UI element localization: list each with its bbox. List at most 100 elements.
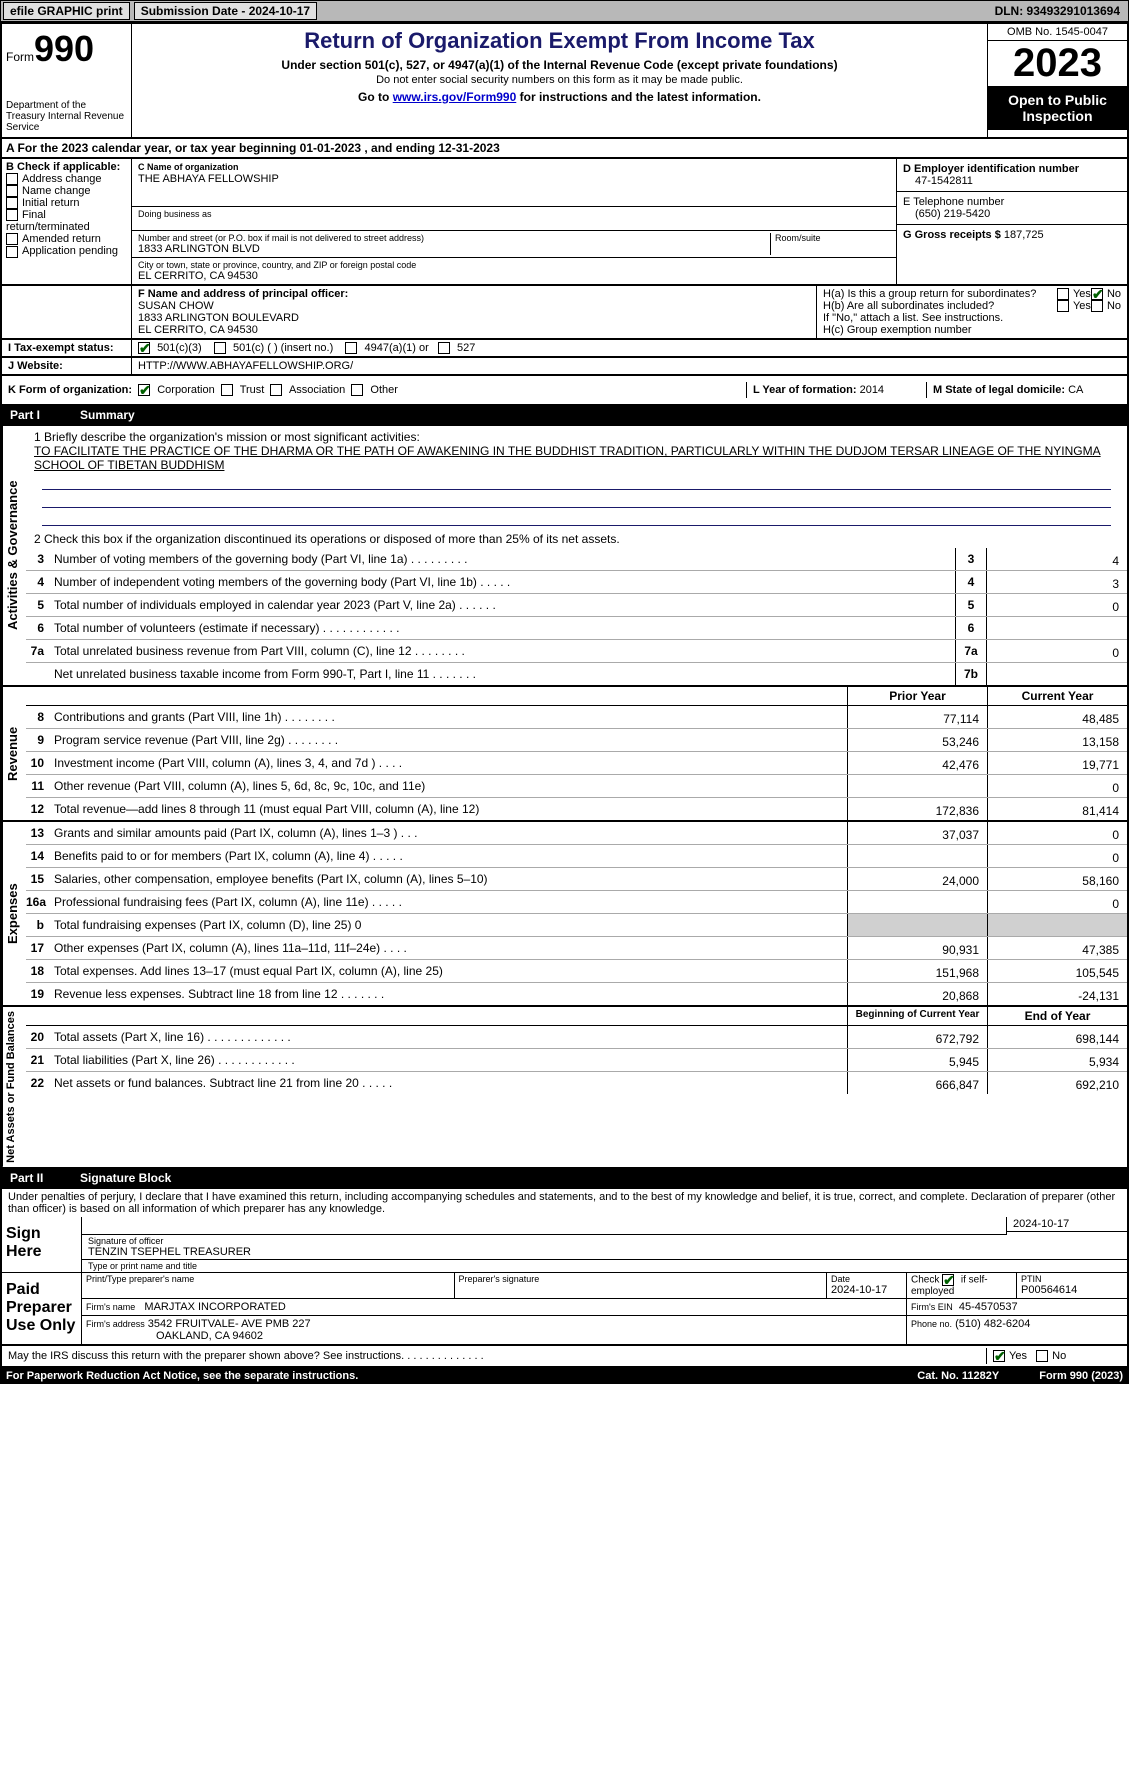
other-checkbox[interactable]	[351, 384, 363, 396]
top-toolbar: efile GRAPHIC print Submission Date - 20…	[0, 0, 1129, 22]
side-label-governance: Activities & Governance	[2, 426, 26, 685]
assoc-checkbox[interactable]	[270, 384, 282, 396]
page-footer: For Paperwork Reduction Act Notice, see …	[0, 1368, 1129, 1384]
mission-text: TO FACILITATE THE PRACTICE OF THE DHARMA…	[34, 444, 1119, 472]
current-year-value: 0	[987, 845, 1127, 867]
current-year-value: -24,131	[987, 983, 1127, 1005]
gross-receipts: 187,725	[1004, 229, 1044, 241]
summary-row: 10Investment income (Part VIII, column (…	[26, 752, 1127, 775]
return-subtitle: Under section 501(c), 527, or 4947(a)(1)…	[140, 58, 979, 72]
efile-print-button[interactable]: efile GRAPHIC print	[3, 2, 130, 20]
return-title: Return of Organization Exempt From Incom…	[140, 28, 979, 54]
hb-yes-checkbox[interactable]	[1057, 300, 1069, 312]
org-street: 1833 ARLINGTON BLVD	[138, 243, 770, 255]
trust-checkbox[interactable]	[221, 384, 233, 396]
boxb-option-checkbox[interactable]	[6, 185, 18, 197]
state-domicile: CA	[1068, 384, 1083, 396]
summary-row: 22Net assets or fund balances. Subtract …	[26, 1072, 1127, 1094]
corp-checkbox[interactable]	[138, 384, 150, 396]
current-year-value: 692,210	[987, 1072, 1127, 1094]
prior-year-header: Prior Year	[847, 687, 987, 705]
current-year-value: 0	[987, 775, 1127, 797]
summary-row: 14Benefits paid to or for members (Part …	[26, 845, 1127, 868]
current-year-header: Current Year	[987, 687, 1127, 705]
dln-label: DLN: 93493291013694	[995, 4, 1128, 18]
current-year-value: 5,934	[987, 1049, 1127, 1071]
self-employed-checkbox[interactable]	[942, 1274, 954, 1286]
perjury-statement: Under penalties of perjury, I declare th…	[0, 1189, 1129, 1217]
summary-row: 6Total number of volunteers (estimate if…	[26, 617, 1127, 640]
open-to-public: Open to Public Inspection	[988, 86, 1127, 130]
boxb-option-checkbox[interactable]	[6, 233, 18, 245]
omb-number: OMB No. 1545-0047	[988, 24, 1127, 41]
website-value: HTTP://WWW.ABHAYAFELLOWSHIP.ORG/	[132, 358, 1127, 374]
prior-year-value: 5,945	[847, 1049, 987, 1071]
summary-value: 0	[987, 640, 1127, 662]
discuss-no-checkbox[interactable]	[1036, 1350, 1048, 1362]
boxb-option-checkbox[interactable]	[6, 173, 18, 185]
signature-block: Sign Here 2024-10-17 Signature of office…	[0, 1217, 1129, 1346]
officer-name: SUSAN CHOW	[138, 300, 810, 312]
summary-row: 20Total assets (Part X, line 16) . . . .…	[26, 1026, 1127, 1049]
summary-row: 19Revenue less expenses. Subtract line 1…	[26, 983, 1127, 1005]
row-f-h: F Name and address of principal officer:…	[0, 286, 1129, 340]
summary-row: 4Number of independent voting members of…	[26, 571, 1127, 594]
summary-row: 18Total expenses. Add lines 13–17 (must …	[26, 960, 1127, 983]
summary-value	[987, 617, 1127, 639]
summary-value: 0	[987, 594, 1127, 616]
submission-date-button[interactable]: Submission Date - 2024-10-17	[134, 2, 317, 20]
form-word: Form	[6, 50, 34, 64]
summary-row: bTotal fundraising expenses (Part IX, co…	[26, 914, 1127, 937]
summary-row: 3Number of voting members of the governi…	[26, 548, 1127, 571]
irs-form990-link[interactable]: www.irs.gov/Form990	[393, 90, 517, 104]
dept-treasury: Department of the Treasury Internal Reve…	[6, 100, 127, 133]
prior-year-value: 90,931	[847, 937, 987, 959]
current-year-value: 0	[987, 822, 1127, 844]
current-year-value: 81,414	[987, 798, 1127, 820]
527-checkbox[interactable]	[438, 342, 450, 354]
prior-year-value: 37,037	[847, 822, 987, 844]
officer-signature-name: TENZIN TSEPHEL TREASURER	[88, 1246, 1121, 1258]
phone-value: (650) 219-5420	[903, 208, 1121, 220]
sign-here-label: Sign Here	[2, 1217, 82, 1272]
org-name: THE ABHAYA FELLOWSHIP	[138, 173, 890, 185]
part-ii-header: Part II Signature Block	[0, 1169, 1129, 1189]
boxb-option-checkbox[interactable]	[6, 197, 18, 209]
501c-checkbox[interactable]	[214, 342, 226, 354]
prior-year-value	[847, 845, 987, 867]
side-label-expenses: Expenses	[2, 822, 26, 1005]
current-year-value: 0	[987, 891, 1127, 913]
header-info-grid: B Check if applicable: Address changeNam…	[0, 159, 1129, 286]
discuss-yes-checkbox[interactable]	[993, 1350, 1005, 1362]
prior-year-value: 666,847	[847, 1072, 987, 1094]
summary-row: 16aProfessional fundraising fees (Part I…	[26, 891, 1127, 914]
boxb-option-checkbox[interactable]	[6, 209, 18, 221]
prior-year-value	[847, 914, 987, 936]
summary-row: 9Program service revenue (Part VIII, lin…	[26, 729, 1127, 752]
boxb-option-checkbox[interactable]	[6, 246, 18, 258]
hb-no-checkbox[interactable]	[1091, 300, 1103, 312]
ssn-warning: Do not enter social security numbers on …	[140, 74, 979, 86]
end-year-header: End of Year	[987, 1007, 1127, 1025]
summary-row: Net unrelated business taxable income fr…	[26, 663, 1127, 685]
net-assets-section: Net Assets or Fund Balances Beginning of…	[0, 1007, 1129, 1169]
ha-yes-checkbox[interactable]	[1057, 288, 1069, 300]
summary-row: 21Total liabilities (Part X, line 26) . …	[26, 1049, 1127, 1072]
summary-row: 8Contributions and grants (Part VIII, li…	[26, 706, 1127, 729]
4947-checkbox[interactable]	[345, 342, 357, 354]
begin-year-header: Beginning of Current Year	[847, 1007, 987, 1025]
prior-year-value: 77,114	[847, 706, 987, 728]
revenue-section: Revenue Prior Year Current Year 8Contrib…	[0, 687, 1129, 822]
prior-year-value: 53,246	[847, 729, 987, 751]
line-a-tax-year: A For the 2023 calendar year, or tax yea…	[0, 139, 1129, 159]
current-year-value: 19,771	[987, 752, 1127, 774]
prior-year-value: 672,792	[847, 1026, 987, 1048]
summary-row: 13Grants and similar amounts paid (Part …	[26, 822, 1127, 845]
prior-year-value: 151,968	[847, 960, 987, 982]
firm-name: MARJTAX INCORPORATED	[144, 1301, 285, 1313]
summary-row: 7aTotal unrelated business revenue from …	[26, 640, 1127, 663]
current-year-value: 105,545	[987, 960, 1127, 982]
501c3-checkbox[interactable]	[138, 342, 150, 354]
ha-no-checkbox[interactable]	[1091, 288, 1103, 300]
row-j: J Website: HTTP://WWW.ABHAYAFELLOWSHIP.O…	[0, 358, 1129, 376]
